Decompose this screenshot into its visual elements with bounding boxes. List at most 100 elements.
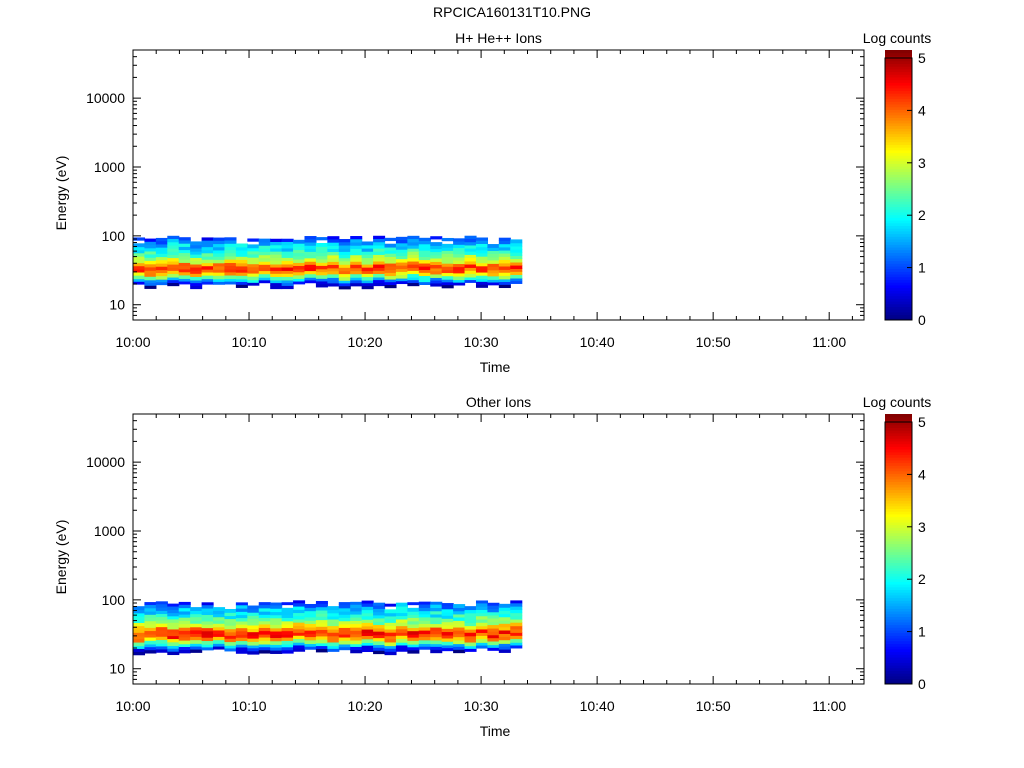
panel2-cell — [441, 647, 454, 652]
panel2-cell — [350, 649, 363, 654]
panel1-cell — [350, 254, 363, 259]
panel1-cell — [304, 261, 317, 265]
panel2-colorbar-segment — [885, 546, 912, 550]
panel2-cell — [190, 616, 203, 621]
panel2-cell — [247, 624, 260, 630]
panel1-cell — [441, 269, 454, 274]
panel1-cell — [453, 256, 466, 261]
panel2-cell — [304, 626, 317, 631]
panel2-cell — [475, 619, 489, 623]
panel2-cell — [361, 625, 374, 630]
panel2-colorbar-segment — [885, 608, 912, 612]
panel1-colorbar-label: Log counts — [863, 30, 932, 46]
panel1-cell — [213, 265, 226, 270]
panel1-cell — [430, 254, 443, 259]
panel1-cell — [338, 273, 351, 278]
panel2-cell — [270, 621, 283, 625]
panel2-cell — [464, 629, 477, 633]
panel2-cell — [133, 606, 146, 611]
panel2-cell — [373, 627, 386, 632]
panel2-cell — [361, 609, 374, 614]
panel2-cell — [407, 614, 420, 618]
panel1-cell — [395, 261, 408, 266]
panel2-cell — [155, 629, 168, 634]
panel1-cell — [155, 281, 168, 286]
panel2-cell — [384, 625, 397, 630]
panel2-cell — [201, 646, 214, 651]
panel1-cell — [270, 257, 283, 262]
panel2-cell — [178, 610, 191, 615]
panel1-cell — [361, 273, 374, 278]
panel1-cell — [155, 259, 168, 264]
panel1-cell — [270, 285, 283, 290]
panel1-cell — [247, 276, 260, 281]
panel2-cell — [315, 613, 328, 617]
panel2-colorbar-segment — [885, 586, 912, 590]
panel2-colorbar-segment — [885, 654, 912, 658]
panel1-colorbar-segment — [885, 60, 912, 64]
panel1-cell — [133, 269, 146, 273]
panel1-cell — [304, 236, 317, 240]
panel2-colorbar-segment — [885, 441, 912, 445]
panel1-cell — [327, 273, 340, 278]
panel2-cell — [395, 632, 408, 636]
panel2-cell — [201, 620, 214, 625]
panel1-colorbar-segment — [885, 101, 912, 105]
panel1-cell — [178, 258, 191, 263]
panel1-cell — [144, 238, 157, 242]
panel1-cell — [155, 247, 168, 251]
panel2-cell — [395, 622, 408, 627]
panel2-cell — [475, 625, 489, 630]
panel2-cell — [167, 651, 180, 656]
panel1-colorbar-segment — [885, 147, 912, 151]
panel1-cell — [384, 253, 397, 258]
panel1-cell — [361, 270, 374, 274]
panel1-cell — [464, 279, 477, 283]
panel2-cell — [201, 611, 214, 616]
panel2-colorbar-segment — [885, 573, 912, 577]
panel1-cell — [453, 266, 466, 271]
panel2-cell — [361, 645, 374, 649]
panel2-cell — [498, 616, 511, 621]
panel2-colorbar-segment — [885, 430, 912, 434]
panel1-cell — [441, 253, 454, 258]
panel2-cell — [315, 606, 328, 611]
panel2-cell — [315, 609, 328, 614]
panel1-colorbar-segment — [885, 247, 912, 251]
panel1-cell — [155, 256, 168, 261]
panel1-cell — [133, 275, 146, 280]
panel1-cell — [155, 253, 168, 258]
panel2-cell — [487, 627, 500, 632]
panel2-cell — [373, 650, 386, 655]
panel2-plot-frame — [132, 413, 865, 685]
panel2-cell — [464, 625, 477, 630]
panel1-cell — [407, 279, 420, 284]
panel2-cell — [190, 620, 203, 624]
panel1-cell — [224, 252, 237, 257]
panel2-cell — [224, 612, 237, 617]
panel2-colorbar-segment — [885, 611, 912, 615]
panel2-y-tick-label: 1000 — [94, 523, 125, 539]
panel1-colorbar-tick-label: 0 — [918, 312, 926, 328]
panel2-colorbar-segment — [885, 667, 912, 671]
panel2-y-tick-label: 100 — [102, 592, 126, 608]
panel1-cell — [373, 270, 386, 274]
panel1-cell — [384, 284, 397, 289]
panel1-cell — [315, 278, 328, 282]
panel1-cell — [190, 279, 203, 284]
panel2-cell — [407, 630, 420, 635]
panel1-colorbar-segment — [885, 236, 912, 240]
panel2-cell — [498, 607, 511, 612]
panel1-cell — [281, 276, 294, 281]
panel1-cell — [281, 254, 294, 258]
panel1-cell — [270, 276, 283, 281]
panel2-cell — [270, 627, 283, 632]
panel2-colorbar-segment — [885, 659, 912, 663]
panel2-cell — [293, 638, 306, 643]
panel2-cell — [224, 628, 237, 633]
panel1-cell — [224, 271, 237, 276]
panel1-colorbar-segment — [885, 155, 912, 159]
panel2-cell — [464, 615, 477, 620]
panel1-cell — [293, 274, 306, 279]
panel2-cell — [304, 603, 317, 608]
